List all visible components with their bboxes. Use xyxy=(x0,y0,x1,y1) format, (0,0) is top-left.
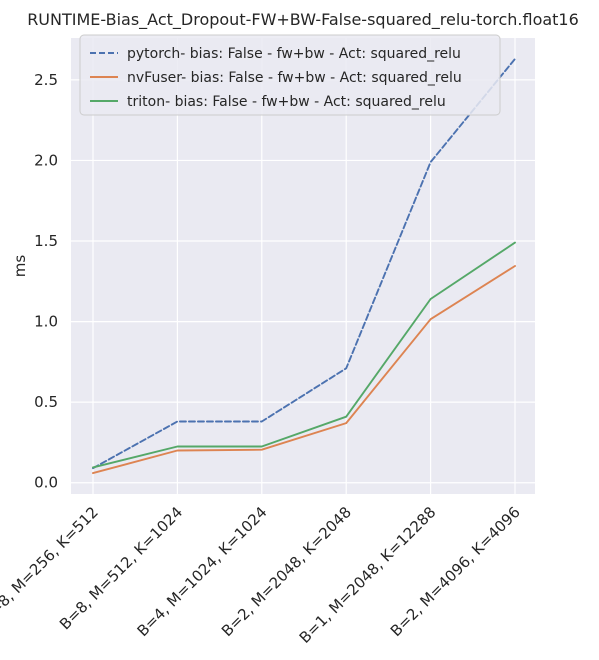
y-axis-ticks: 0.0 0.5 1.0 1.5 2.0 2.5 xyxy=(34,71,58,492)
legend-label: pytorch- bias: False - fw+bw - Act: squa… xyxy=(127,46,461,62)
y-tick-label: 2.5 xyxy=(34,71,58,89)
legend-label: nvFuser- bias: False - fw+bw - Act: squa… xyxy=(127,70,462,86)
y-tick-label: 2.0 xyxy=(34,151,58,169)
y-tick-label: 1.5 xyxy=(34,232,58,250)
y-axis-label: ms xyxy=(11,255,29,278)
x-tick-label: B=1, M=2048, K=12288 xyxy=(296,503,440,647)
series-line-1 xyxy=(92,265,516,475)
series-layer xyxy=(92,57,516,475)
series-line-2 xyxy=(92,241,516,469)
y-tick-label: 0.0 xyxy=(34,474,58,492)
y-tick-label: 0.5 xyxy=(34,393,58,411)
y-tick-label: 1.0 xyxy=(34,313,58,331)
series-line-0 xyxy=(92,57,516,470)
legend-label: triton- bias: False - fw+bw - Act: squar… xyxy=(127,94,446,110)
chart-title: RUNTIME-Bias_Act_Dropout-FW+BW-False-squ… xyxy=(27,10,579,30)
legend: pytorch- bias: False - fw+bw - Act: squa… xyxy=(79,34,501,116)
legend-box xyxy=(79,34,501,116)
